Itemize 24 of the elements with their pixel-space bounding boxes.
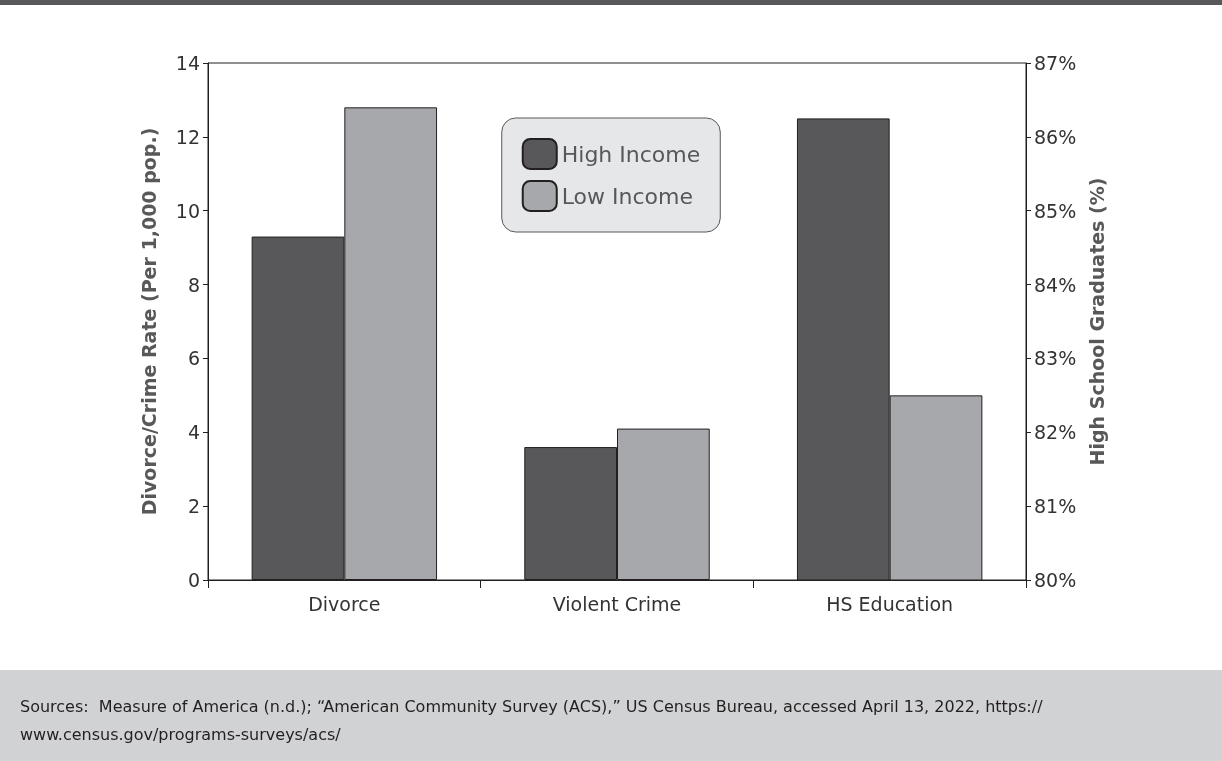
y2-tick-label: 81% [1034,495,1077,518]
x-tick-label: Violent Crime [552,592,682,615]
x-tick-label: Divorce [308,592,381,615]
y-tick-label: 12 [175,125,200,148]
y2-tick-label: 80% [1034,569,1077,591]
y2-axis-title: High School Graduates (%) [1085,177,1108,466]
x-tick-label: HS Education [826,592,954,615]
y2-tick-label: 82% [1034,421,1077,444]
y2-tick-label: 83% [1034,347,1077,370]
y-tick-label: 0 [187,569,200,591]
y-tick-label: 10 [175,199,200,222]
y2-tick-label: 85% [1034,199,1077,222]
legend-label: Low Income [561,183,694,209]
y2-tick-label: 87% [1034,52,1077,74]
y-axis-title: Divorce/Crime Rate (Per 1,000 pop.) [137,127,160,516]
y-tick-label: 2 [187,495,200,518]
y-tick-label: 4 [187,421,200,444]
y2-tick-label: 86% [1034,125,1077,148]
y-tick-label: 8 [187,273,200,296]
source-note: Sources: Measure of America (n.d.); “American Community Survey (ACS),” US Census Bureau, accessed April 13, 2022, https://www.census.gov/programs-surveys/acs/ [20,696,1044,744]
legend-label: High Income [561,141,701,167]
y-tick-label: 6 [187,347,200,370]
y-tick-label: 14 [175,52,200,74]
y2-tick-label: 84% [1034,273,1077,296]
